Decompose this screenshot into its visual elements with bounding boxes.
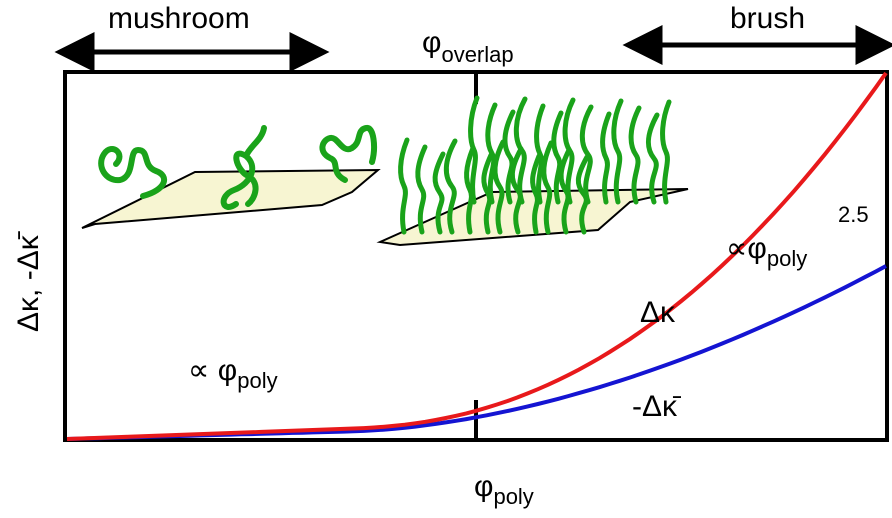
neg-delta-kappa-bar-label: -Δκ̄ (632, 390, 682, 423)
brush-chain-14 (398, 137, 410, 235)
brush-chain-15 (415, 144, 428, 235)
brush-chain-20 (492, 139, 506, 235)
brush-illustration (376, 95, 689, 247)
brush-chain-23 (541, 140, 554, 235)
brush-chain-13 (660, 99, 672, 205)
brush-chain-25 (575, 154, 590, 235)
power-scaling-annotation: ∝φpoly (726, 232, 807, 271)
mushroom-coil-2 (220, 125, 267, 210)
brush-chain-22 (530, 153, 542, 235)
brush-chain-6 (551, 110, 564, 205)
brush-chain-8 (579, 104, 594, 205)
brush-chain-21 (509, 146, 524, 235)
mushroom-coil-1 (98, 146, 168, 199)
brush-chain-11 (628, 105, 642, 205)
brush-chain-12 (645, 112, 660, 205)
mushroom-membrane (81, 168, 381, 229)
brush-chain-24 (558, 147, 572, 235)
power-scaling-exponent: 2.5 (838, 202, 869, 227)
mushroom-illustration (81, 125, 381, 229)
brush-label: brush (730, 2, 805, 35)
delta-kappa-label: Δκ (640, 296, 676, 329)
mushroom-coil-3 (319, 125, 377, 183)
y-axis-label: Δκ, -Δκ̄ (12, 230, 45, 332)
brush-chain-17 (443, 138, 458, 235)
brush-chain-9 (600, 111, 612, 205)
brush-chain-16 (432, 151, 446, 235)
brush-chain-19 (481, 152, 494, 235)
delta-kappa-curve (66, 71, 888, 441)
mushroom-label: mushroom (108, 2, 250, 35)
brush-chain-10 (611, 98, 624, 205)
brush-chain-3 (502, 109, 516, 205)
linear-scaling-annotation: ∝ φpoly (188, 354, 278, 393)
x-axis-label: φpoly (474, 470, 534, 509)
overlap-label: φoverlap (422, 26, 514, 67)
brush-chain-18 (464, 145, 476, 235)
